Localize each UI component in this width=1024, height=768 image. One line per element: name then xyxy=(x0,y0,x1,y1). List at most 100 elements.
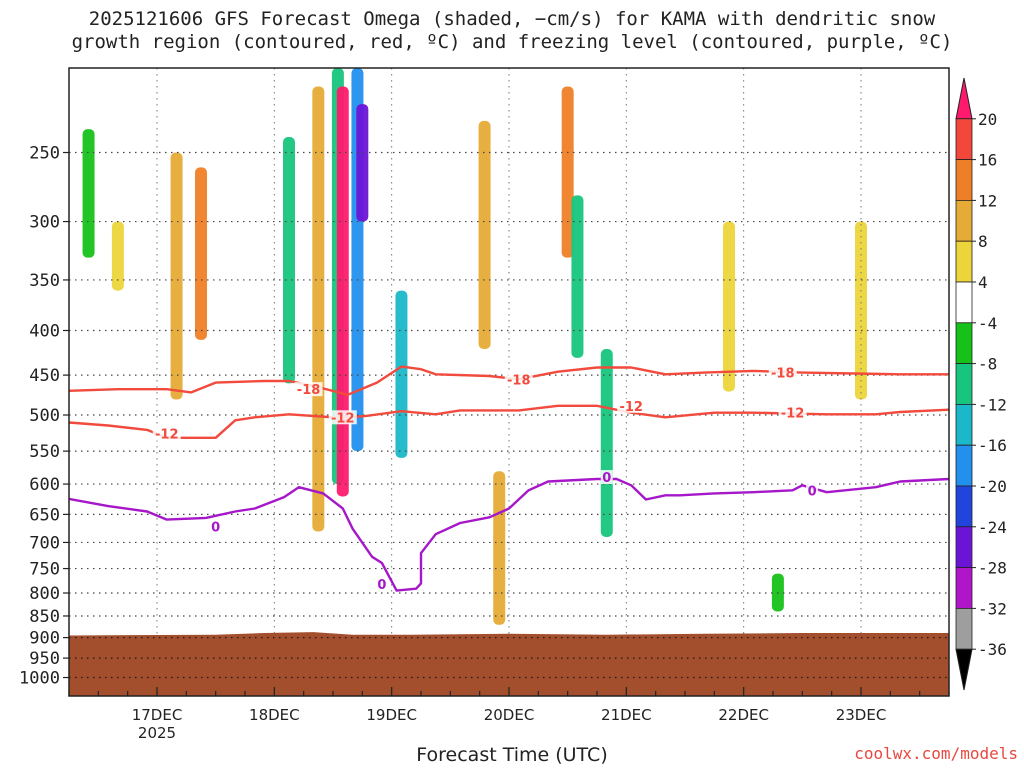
y-tick-label: 700 xyxy=(29,533,60,553)
y-tick-label: 800 xyxy=(29,584,60,604)
colorbar-label: -12 xyxy=(978,395,1007,414)
contour-label-bg xyxy=(375,576,388,591)
contour-label: -12 xyxy=(619,400,643,415)
grid-lines xyxy=(69,68,949,696)
colorbar-top-arrow xyxy=(955,77,973,120)
colorbar-segment xyxy=(955,485,973,528)
contour-lines: -18 -18 -18 -12 -12 -12 -12 0 0 0 0 xyxy=(69,365,949,593)
contour-label-bg xyxy=(600,470,613,485)
contour-line-0 xyxy=(69,477,949,592)
credit-link[interactable]: coolwx.com/models xyxy=(854,744,1018,763)
x-tick-sublabel: 2025 xyxy=(138,724,176,742)
y-tick-label: 500 xyxy=(29,406,60,426)
colorbar-label: -8 xyxy=(978,355,997,374)
omega-region xyxy=(356,104,369,222)
chart-title-line-1: 2025121606 GFS Forecast Omega (shaded, −… xyxy=(88,8,936,30)
omega-region xyxy=(561,86,574,258)
x-tick-label: 18DEC xyxy=(249,706,300,724)
x-tick-label: 19DEC xyxy=(366,706,417,724)
contour-line--12 xyxy=(69,404,949,439)
omega-region xyxy=(111,221,124,291)
contour-label: -12 xyxy=(781,407,805,422)
y-tick-label: 350 xyxy=(29,271,60,291)
y-tick-label: 550 xyxy=(29,442,60,462)
y-tick-label: 1000 xyxy=(19,669,60,689)
omega-region xyxy=(195,167,207,340)
colorbar-segment xyxy=(955,281,973,324)
contour-label: -18 xyxy=(771,367,795,382)
omega-region xyxy=(600,348,613,537)
x-tick-label: 23DEC xyxy=(836,706,887,724)
colorbar-label: -32 xyxy=(978,599,1007,618)
contour-label: -12 xyxy=(155,427,179,442)
contour-line--18 xyxy=(69,365,949,396)
contour-label-bg xyxy=(617,398,646,413)
colorbar: 20 16 12 8 4 -4 -8 -12 -16 -20 -24 -28 -32 -36 xyxy=(955,77,1007,691)
contour-label-bg xyxy=(778,405,807,420)
y-tick-label: 950 xyxy=(29,649,60,669)
contour-label: 0 xyxy=(808,484,817,499)
omega-shading-layer xyxy=(82,68,867,625)
colorbar-label: 16 xyxy=(978,151,997,170)
contour-label-bg xyxy=(504,372,533,387)
contour-label-bg xyxy=(768,365,797,380)
omega-region xyxy=(493,471,506,625)
x-tick-label: 21DEC xyxy=(601,706,652,724)
x-tick-label: 20DEC xyxy=(484,706,535,724)
contour-label-bg xyxy=(328,410,357,425)
colorbar-segment xyxy=(955,240,973,283)
colorbar-bottom-arrow xyxy=(955,648,973,691)
y-tick-label: 750 xyxy=(29,560,60,580)
y-tick-label: 850 xyxy=(29,607,60,627)
colorbar-segment xyxy=(955,363,973,405)
y-tick-label: 900 xyxy=(29,629,60,649)
colorbar-segment xyxy=(955,199,973,242)
contour-label: -18 xyxy=(507,373,531,388)
x-tick-label: 22DEC xyxy=(718,706,769,724)
y-tick-label: 600 xyxy=(29,475,60,495)
omega-region xyxy=(478,120,491,349)
y-tick-label: 650 xyxy=(29,505,60,525)
contour-label: 0 xyxy=(211,520,220,535)
contour-label: -12 xyxy=(331,411,355,426)
colorbar-label: -4 xyxy=(978,314,997,333)
x-axis-label: Forecast Time (UTC) xyxy=(416,744,608,766)
colorbar-label: 20 xyxy=(978,110,997,129)
omega-region xyxy=(571,195,584,358)
omega-region xyxy=(82,129,95,258)
omega-region xyxy=(855,221,867,400)
colorbar-label: -36 xyxy=(978,640,1007,659)
y-tick-label: 250 xyxy=(29,144,60,164)
colorbar-label: -28 xyxy=(978,559,1007,578)
colorbar-segment xyxy=(955,403,973,446)
y-tick-label: 400 xyxy=(29,322,60,342)
y-tick-label: 300 xyxy=(29,213,60,233)
colorbar-segment xyxy=(955,118,973,161)
colorbar-label: -24 xyxy=(978,518,1007,537)
contour-label-bg xyxy=(152,426,181,441)
colorbar-segment xyxy=(955,322,973,364)
contour-label: 0 xyxy=(377,578,386,593)
omega-region xyxy=(395,290,408,458)
colorbar-segment xyxy=(955,444,973,487)
colorbar-label: -20 xyxy=(978,477,1007,496)
y-axis: 2503003504004505005506006507007508008509… xyxy=(19,144,69,689)
contour-label-bg xyxy=(806,483,819,498)
colorbar-label: 12 xyxy=(978,191,997,210)
contour-label: -18 xyxy=(297,383,321,398)
omega-region xyxy=(723,221,735,392)
omega-region xyxy=(283,137,295,384)
colorbar-segment xyxy=(955,567,973,609)
omega-region xyxy=(312,86,325,532)
terrain-area xyxy=(69,632,949,696)
x-tick-label: 17DEC xyxy=(132,706,183,724)
colorbar-segment xyxy=(955,159,973,201)
colorbar-label: 8 xyxy=(978,232,988,251)
contour-label: 0 xyxy=(602,471,611,486)
terrain-fill xyxy=(69,632,949,696)
contour-label-bg xyxy=(294,382,323,397)
colorbar-label: 4 xyxy=(978,273,988,292)
contour-label-bg xyxy=(209,519,222,534)
